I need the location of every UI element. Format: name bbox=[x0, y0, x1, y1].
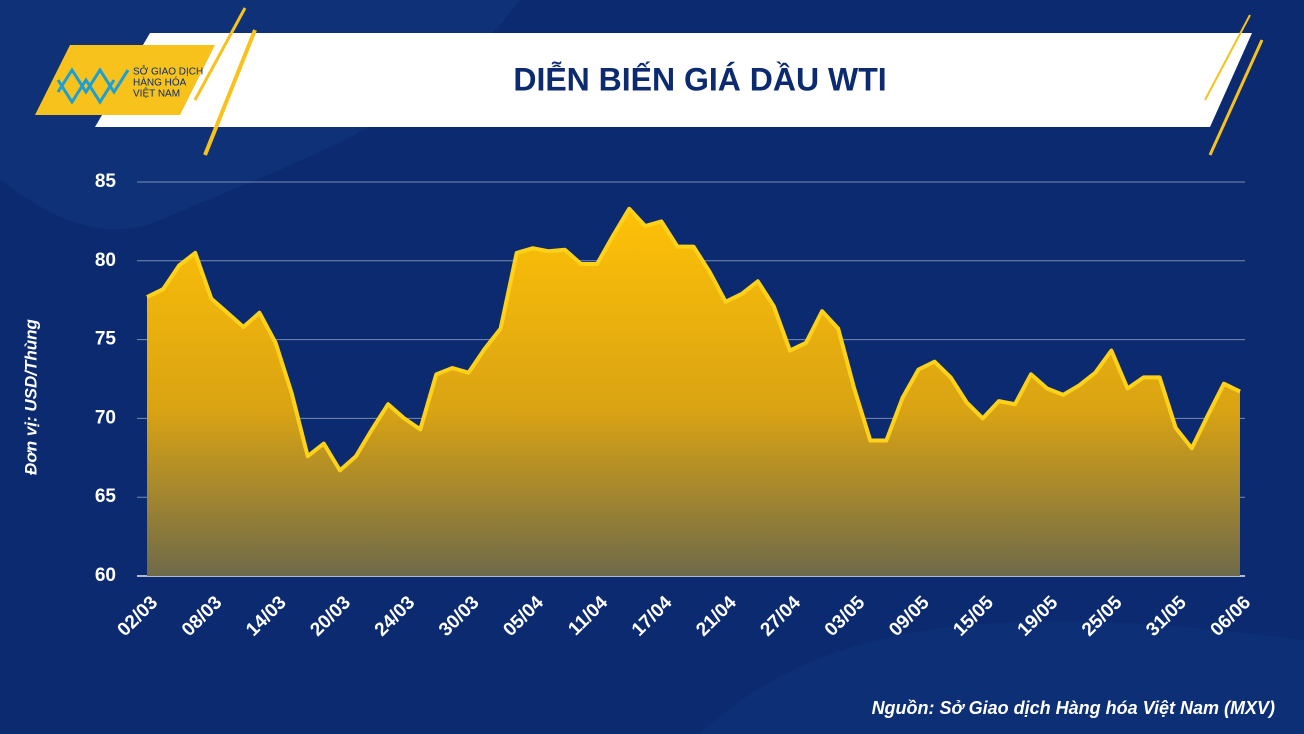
area bbox=[147, 208, 1240, 577]
logo-text: SỞ GIAO DỊCH bbox=[133, 65, 203, 78]
chart-title: DIỄN BIẾN GIÁ DẦU WTI bbox=[513, 61, 886, 97]
y-tick-label: 85 bbox=[95, 171, 117, 192]
source-note: Nguồn: Sở Giao dịch Hàng hóa Việt Nam (M… bbox=[872, 698, 1275, 718]
y-tick-label: 75 bbox=[95, 329, 117, 350]
logo-box bbox=[35, 45, 215, 115]
header-banner bbox=[95, 33, 1252, 127]
logo-mark bbox=[56, 67, 130, 105]
y-tick-label: 60 bbox=[95, 565, 116, 586]
logo-text: HÀNG HÓA bbox=[133, 76, 187, 89]
line bbox=[146, 206, 1241, 473]
logo-text: VIỆT NAM bbox=[133, 87, 180, 100]
y-tick-label: 80 bbox=[95, 250, 116, 271]
deco-line bbox=[193, 7, 247, 101]
deco-line bbox=[1208, 39, 1264, 156]
bg-shape bbox=[700, 621, 1304, 734]
y-axis-label: Đơn vị: USD/Thùng bbox=[21, 318, 40, 475]
deco-line bbox=[1204, 14, 1251, 101]
y-tick-label: 65 bbox=[95, 486, 117, 507]
y-tick-label: 70 bbox=[95, 407, 116, 428]
deco-line bbox=[203, 29, 257, 156]
